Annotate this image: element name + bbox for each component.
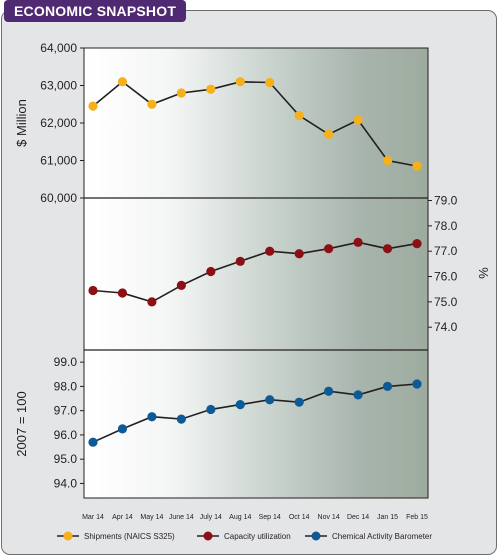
- x-tick-label: Nov 14: [318, 514, 340, 521]
- chemical-activity-barometer-point: [324, 386, 334, 396]
- shipments-point: [206, 84, 216, 94]
- y-axis-label: %: [476, 267, 491, 279]
- shipments-point: [147, 99, 157, 109]
- chemical-activity-barometer-point: [235, 399, 245, 410]
- x-tick-label: Mar 14: [82, 514, 104, 521]
- capacity-utilization-point: [176, 280, 186, 290]
- shipments-point: [412, 161, 422, 171]
- y-tick-label: 75.0: [434, 295, 458, 309]
- capacity-utilization-point: [294, 249, 304, 259]
- y-tick-label: 94.0: [54, 476, 78, 490]
- chemical-activity-barometer-point: [206, 404, 216, 415]
- legend-marker: [63, 531, 73, 541]
- shipments-point: [88, 101, 98, 111]
- y-tick-label: 62,000: [40, 116, 77, 130]
- y-tick-label: 61,000: [40, 154, 77, 168]
- chemical-activity-barometer-line: [92, 383, 418, 443]
- chart-title-badge: ECONOMIC SNAPSHOT: [4, 0, 187, 22]
- y-tick-label: 64,000: [40, 41, 77, 55]
- shipments-point: [353, 115, 363, 125]
- y-tick-label: 78.0: [434, 219, 458, 233]
- y-tick-label: 74.0: [434, 320, 458, 334]
- legend-marker: [203, 531, 213, 541]
- x-tick-label: Dec 14: [347, 514, 369, 521]
- chemical-activity-barometer-point: [117, 424, 128, 434]
- capacity-utilization-point: [117, 288, 128, 298]
- chemical-activity-barometer-point: [382, 381, 393, 391]
- y-axis-label: 2007 = 100: [14, 391, 29, 456]
- capacity-utilization-point: [147, 297, 157, 307]
- x-tick-label: Aug 14: [229, 514, 251, 521]
- y-tick-label: 99.0: [54, 355, 78, 369]
- y-tick-label: 95.0: [54, 452, 78, 466]
- x-tick-label: June 14: [169, 514, 194, 521]
- y-tick-label: 63,000: [40, 79, 77, 93]
- shipments-point: [265, 77, 275, 88]
- capacity-utilization-point: [88, 285, 98, 296]
- y-axis-label: $ Million: [14, 99, 29, 147]
- y-tick-label: 97.0: [54, 404, 78, 418]
- shipments-point: [324, 129, 334, 139]
- x-tick-label: Apr 14: [112, 514, 133, 521]
- capacity-utilization-point: [353, 237, 363, 247]
- chemical-activity-barometer-point: [147, 412, 157, 422]
- chemical-activity-barometer-point: [265, 395, 275, 405]
- legend-label: Shipments (NAICS S325): [84, 532, 175, 541]
- chemical-activity-barometer-point: [176, 414, 186, 424]
- shipments-point: [382, 155, 393, 166]
- capacity-utilization-point: [324, 244, 334, 254]
- chemical-activity-barometer-point: [88, 437, 98, 447]
- shipments-point: [294, 110, 304, 121]
- y-tick-label: 79.0: [434, 194, 458, 208]
- legend-label: Chemical Activity Barometer: [332, 532, 432, 541]
- shipments-point: [117, 77, 128, 87]
- legend-item-capacity-utilization: Capacity utilization: [197, 531, 291, 541]
- y-tick-label: 98.0: [54, 379, 78, 393]
- capacity-utilization-point: [412, 239, 422, 249]
- y-tick-label: 96.0: [54, 428, 78, 442]
- x-tick-label: Jan 15: [377, 514, 398, 521]
- plot-border: [83, 47, 429, 499]
- legend-item-shipments: Shipments (NAICS S325): [57, 531, 175, 541]
- x-tick-label: May 14: [140, 514, 163, 521]
- capacity-utilization-line: [92, 241, 418, 303]
- legend-label: Capacity utilization: [224, 532, 291, 541]
- capacity-utilization-point: [206, 266, 216, 277]
- y-tick-label: 60,000: [40, 191, 77, 205]
- shipments-line: [92, 80, 418, 167]
- chemical-activity-barometer-point: [353, 390, 363, 400]
- capacity-utilization-point: [235, 256, 245, 266]
- y-tick-label: 77.0: [434, 244, 458, 258]
- legend-marker: [311, 531, 321, 541]
- y-tick-label: 76.0: [434, 270, 458, 284]
- capacity-utilization-point: [382, 244, 393, 254]
- chemical-activity-barometer-point: [412, 379, 422, 389]
- capacity-utilization-point: [265, 246, 275, 256]
- x-tick-label: Oct 14: [289, 514, 310, 521]
- x-tick-label: July 14: [200, 514, 222, 521]
- shipments-point: [235, 77, 245, 87]
- x-tick-label: Sep 14: [259, 514, 281, 521]
- legend-item-chemical-activity-barometer: Chemical Activity Barometer: [305, 531, 432, 541]
- chemical-activity-barometer-point: [294, 397, 304, 407]
- plot-background: [84, 48, 428, 498]
- shipments-point: [176, 88, 186, 98]
- x-tick-label: Feb 15: [406, 514, 428, 521]
